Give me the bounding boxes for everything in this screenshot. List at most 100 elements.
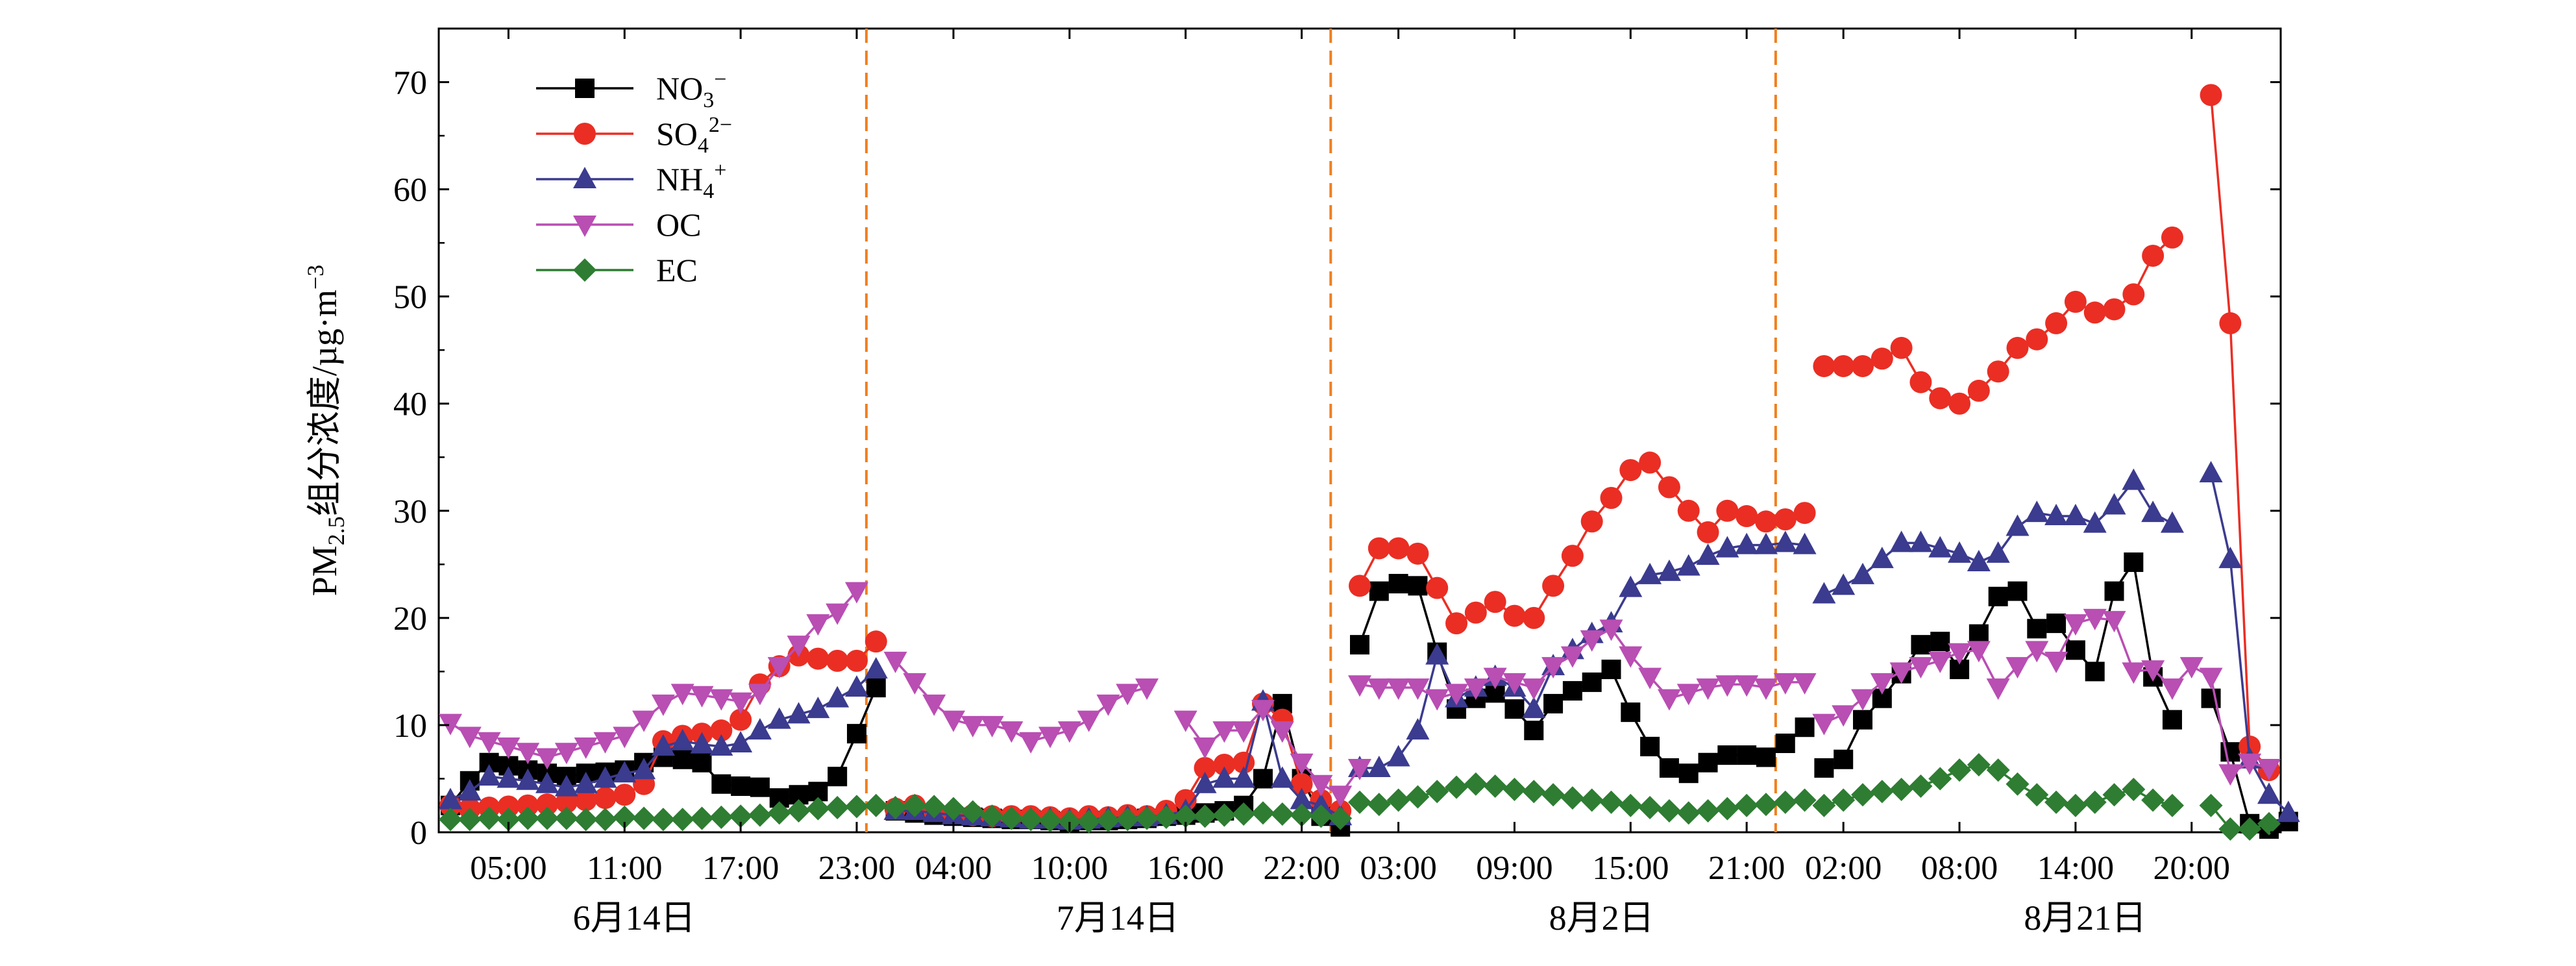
series-oc-point	[1251, 700, 1275, 722]
x-tick-label: 21:00	[1708, 850, 1785, 887]
series-no3-point	[1678, 763, 1699, 784]
series-nh4-point	[1735, 532, 1759, 554]
series-so4-point	[594, 787, 617, 810]
series-oc-point	[554, 743, 578, 765]
series-oc-point	[2083, 608, 2107, 630]
series-so4-point	[2122, 283, 2145, 306]
series-ec-point	[709, 805, 733, 829]
series-oc-point	[1541, 657, 1565, 679]
series-ec-point	[1406, 785, 1430, 809]
series-no3-point	[672, 749, 693, 769]
series-ec-point	[1541, 783, 1565, 807]
series-nh4-point	[535, 771, 559, 793]
series-oc-point	[1599, 619, 1623, 641]
series-ec-point	[1367, 793, 1391, 817]
series-nh4-point	[1870, 547, 1894, 569]
series-ec-point	[806, 797, 830, 821]
series-layer	[439, 84, 2300, 841]
series-so4-point	[1290, 773, 1313, 795]
series-no3-point	[711, 774, 731, 794]
x-tick-label: 02:00	[1805, 850, 1882, 887]
series-ec-point	[1560, 786, 1584, 810]
series-ec-point	[1928, 767, 1952, 791]
series-oc-point	[613, 726, 637, 749]
series-so4-point	[1194, 756, 1216, 779]
series-so4-point	[2200, 84, 2222, 106]
x-tick-label: 16:00	[1147, 850, 1223, 887]
series-nh4-point	[2276, 800, 2300, 823]
series-oc-point	[1986, 678, 2010, 700]
series-oc-point	[2025, 641, 2049, 663]
series-oc-point	[903, 673, 927, 695]
series-no3-point	[1524, 721, 1544, 741]
series-oc-point	[593, 732, 617, 754]
series-ec-point	[1154, 805, 1178, 829]
series-oc-point	[1057, 721, 1081, 743]
series-so4-point	[1754, 510, 1777, 533]
series-oc-point	[1406, 678, 1430, 700]
series-so4-point	[574, 789, 597, 811]
series-so4-point	[1658, 476, 1680, 499]
series-ec-point	[1793, 788, 1817, 812]
series-ec-point	[942, 797, 966, 821]
legend-item-oc: OC	[536, 206, 701, 243]
series-so4-point	[1871, 347, 1893, 370]
series-so4-point	[2142, 244, 2165, 267]
series-oc-point	[1290, 753, 1314, 775]
series-ec-point	[2122, 777, 2146, 801]
series-so4-point	[1832, 354, 1855, 377]
series-oc-point	[787, 636, 811, 658]
series-so4-point	[2219, 312, 2242, 334]
series-so4-point	[1716, 499, 1739, 522]
series-nh4-point	[2122, 468, 2146, 490]
x-tick-label: 09:00	[1476, 850, 1552, 887]
series-ec-point	[1232, 802, 1256, 826]
series-nh4-point	[1522, 697, 1546, 719]
series-oc-point	[1503, 673, 1527, 695]
series-nh4-point	[1270, 766, 1294, 788]
series-oc-point	[516, 743, 540, 765]
series-oc-point	[1193, 737, 1217, 759]
series-oc-point	[826, 603, 850, 625]
series-no3-point	[1853, 710, 1873, 730]
series-oc-point	[1522, 678, 1546, 700]
series-ec-point	[2238, 817, 2262, 841]
series-oc-point	[2006, 657, 2030, 679]
x-date-label: 8月21日	[2024, 898, 2146, 937]
series-nh4-point	[709, 734, 733, 756]
series-oc-point	[1464, 678, 1488, 700]
series-so4-point	[613, 784, 636, 806]
series-no3-point	[692, 752, 712, 773]
series-nh4-point	[864, 657, 888, 679]
series-ec-point	[1522, 780, 1546, 804]
series-so4-point	[1639, 451, 1662, 474]
y-tick-label: 10	[393, 708, 427, 745]
series-ec-point	[2160, 793, 2184, 817]
series-ec-point	[1812, 793, 1836, 817]
series-ec-point	[574, 808, 598, 832]
series-oc-point	[1909, 657, 1933, 679]
series-ec-point	[2102, 783, 2126, 807]
series-ec-point	[1580, 788, 1604, 812]
series-oc-point	[844, 582, 868, 604]
series-oc-point	[1793, 673, 1817, 695]
series-ec-point	[1986, 758, 2010, 782]
series-nh4-point	[439, 787, 462, 810]
series-nh4-point	[2083, 511, 2107, 533]
series-oc	[439, 582, 2281, 808]
series-nh4-point	[1986, 541, 2010, 563]
y-tick-label: 30	[393, 493, 427, 530]
series-no3-point	[1717, 745, 1737, 765]
series-ec-point	[554, 806, 578, 830]
series-ec-point	[1173, 804, 1197, 828]
series-oc-point	[1077, 710, 1101, 732]
series-ec-point	[1329, 806, 1353, 830]
series-ec-point	[787, 799, 811, 823]
series-no3-point	[828, 767, 848, 787]
legend-marker	[573, 167, 596, 188]
series-nh4-point	[1812, 582, 1836, 604]
series-so4-point	[1909, 371, 1932, 393]
series-nh4-point	[787, 702, 811, 724]
series-so4-point	[2083, 301, 2106, 324]
series-no3-point	[2007, 581, 2028, 601]
